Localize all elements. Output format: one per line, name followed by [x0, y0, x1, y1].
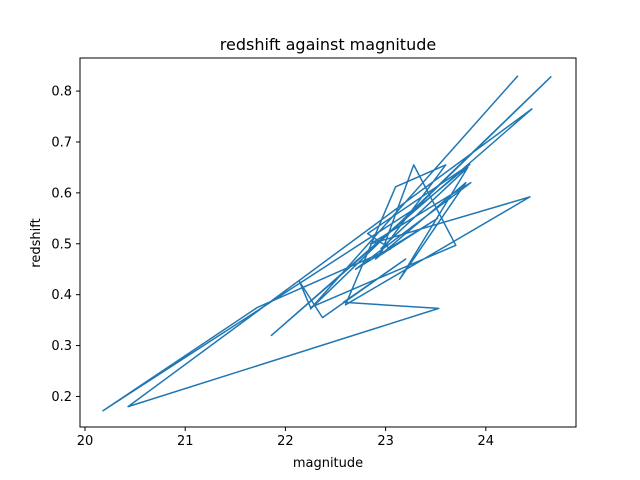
- y-tick-label: 0.5: [51, 237, 72, 252]
- x-tick-label: 24: [478, 434, 495, 449]
- axes-frame: [79, 57, 577, 428]
- y-axis-label: redshift: [29, 218, 44, 267]
- y-tick-label: 0.7: [51, 135, 72, 150]
- y-tick-label: 0.2: [51, 390, 72, 405]
- x-axis-label: magnitude: [293, 456, 363, 471]
- y-tick-label: 0.8: [51, 85, 72, 100]
- y-tick-label: 0.6: [51, 186, 72, 201]
- y-tick-label: 0.4: [51, 288, 72, 303]
- series-line-0: [102, 75, 552, 412]
- y-axis-ticks: 0.2 0.3 0.4 0.5 0.6 0.7 0.8: [51, 85, 80, 405]
- x-tick-label: 21: [177, 434, 194, 449]
- x-tick-label: 22: [277, 434, 294, 449]
- x-tick-label: 20: [77, 434, 94, 449]
- x-axis-ticks: 20 21 22 23 24: [77, 427, 494, 449]
- chart-title: redshift against magnitude: [220, 35, 436, 54]
- y-tick-label: 0.3: [51, 339, 72, 354]
- x-tick-label: 23: [377, 434, 394, 449]
- plot-area: [102, 75, 552, 412]
